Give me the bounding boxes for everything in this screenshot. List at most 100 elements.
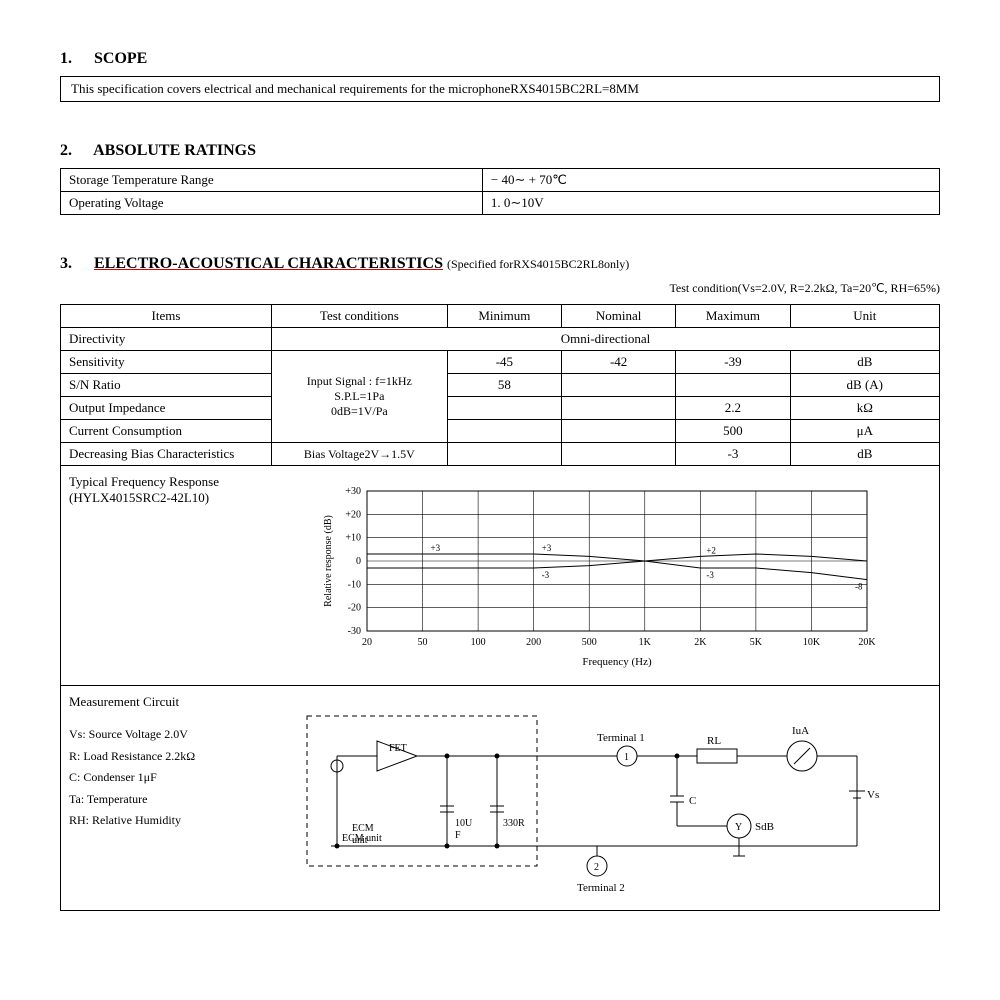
- directivity-value: Omni-directional: [271, 328, 939, 351]
- ratings-table: Storage Temperature Range − 40∼ + 70℃ Op…: [60, 168, 940, 215]
- h-unit: Unit: [790, 305, 939, 328]
- sens-nom: -42: [562, 351, 676, 374]
- scope-title: SCOPE: [94, 50, 147, 67]
- h-cond: Test conditions: [271, 305, 447, 328]
- bias-label: Decreasing Bias Characteristics: [61, 443, 272, 466]
- directivity-label: Directivity: [61, 328, 272, 351]
- imp-label: Output Impedance: [61, 397, 272, 420]
- h-items: Items: [61, 305, 272, 328]
- sn-nom: [562, 374, 676, 397]
- svg-text:Relative response (dB): Relative response (dB): [323, 515, 334, 607]
- cur-max: 500: [676, 420, 790, 443]
- sn-max: [676, 374, 790, 397]
- circuit-diagram: FETECM unitECMunit10UF330R1Terminal 1RLI…: [277, 686, 939, 910]
- svg-text:-20: -20: [348, 603, 361, 614]
- table-row: Sensitivity Input Signal : f=1kHz S.P.L=…: [61, 351, 940, 374]
- cur-nom: [562, 420, 676, 443]
- table-header-row: Items Test conditions Minimum Nominal Ma…: [61, 305, 940, 328]
- table-row: Storage Temperature Range − 40∼ + 70℃: [61, 169, 940, 192]
- svg-text:0: 0: [356, 556, 361, 567]
- svg-text:Vs: Vs: [867, 789, 879, 801]
- ratings-heading: 2. ABSOLUTE RATINGS: [60, 142, 940, 160]
- svg-text:200: 200: [526, 637, 541, 648]
- h-nom: Nominal: [562, 305, 676, 328]
- freq-response-row: Typical Frequency Response (HYLX4015SRC2…: [61, 466, 940, 686]
- svg-text:+2: +2: [706, 545, 716, 555]
- table-row: Operating Voltage 1. 0∼10V: [61, 192, 940, 215]
- svg-text:1K: 1K: [639, 637, 652, 648]
- bias-max: -3: [676, 443, 790, 466]
- param-2: C: Condenser 1μF: [69, 767, 269, 789]
- sens-max: -39: [676, 351, 790, 374]
- ratings-title: ABSOLUTE RATINGS: [93, 142, 256, 159]
- svg-text:Terminal 2: Terminal 2: [577, 882, 625, 894]
- svg-text:2K: 2K: [694, 637, 707, 648]
- measurement-circuit-diagram: FETECM unitECMunit10UF330R1Terminal 1RLI…: [297, 696, 897, 896]
- imp-unit: kΩ: [790, 397, 939, 420]
- imp-nom: [562, 397, 676, 420]
- svg-text:ECM: ECM: [352, 823, 374, 834]
- scope-heading: 1. SCOPE: [60, 50, 940, 68]
- param-4: RH: Relative Humidity: [69, 810, 269, 832]
- param-0: Vs: Source Voltage 2.0V: [69, 724, 269, 746]
- svg-text:SdB: SdB: [755, 821, 774, 833]
- svg-text:50: 50: [418, 637, 428, 648]
- table-row: Current Consumption 500 μA: [61, 420, 940, 443]
- svg-text:+20: +20: [345, 509, 361, 520]
- cur-min: [447, 420, 561, 443]
- bias-nom: [562, 443, 676, 466]
- svg-text:unit: unit: [352, 835, 368, 846]
- frequency-response-chart: 20501002005001K2K5K10K20K-30-20-100+10+2…: [317, 481, 877, 671]
- bias-min: [447, 443, 561, 466]
- svg-text:IuA: IuA: [792, 725, 809, 737]
- svg-text:+10: +10: [345, 533, 361, 544]
- imp-min: [447, 397, 561, 420]
- svg-text:Frequency (Hz): Frequency (Hz): [582, 656, 652, 668]
- sn-min: 58: [447, 374, 561, 397]
- svg-text:20K: 20K: [858, 637, 876, 648]
- svg-text:-30: -30: [348, 626, 361, 637]
- shared-cond: Input Signal : f=1kHz S.P.L=1Pa 0dB=1V/P…: [271, 351, 447, 443]
- circuit-label: Measurement Circuit: [69, 694, 269, 710]
- h-max: Maximum: [676, 305, 790, 328]
- ratings-label-0: Storage Temperature Range: [61, 169, 483, 192]
- ratings-value-0: − 40∼ + 70℃: [482, 169, 939, 192]
- svg-text:C: C: [689, 795, 696, 807]
- circuit-row: Measurement Circuit Vs: Source Voltage 2…: [61, 686, 940, 911]
- table-row: Directivity Omni-directional: [61, 328, 940, 351]
- sn-unit: dB (A): [790, 374, 939, 397]
- scope-text: This specification covers electrical and…: [60, 76, 940, 102]
- cur-label: Current Consumption: [61, 420, 272, 443]
- svg-text:-8: -8: [855, 582, 863, 592]
- h-min: Minimum: [447, 305, 561, 328]
- imp-max: 2.2: [676, 397, 790, 420]
- test-condition: Test condition(Vs=2.0V, R=2.2kΩ, Ta=20℃,…: [60, 281, 940, 296]
- sn-label: S/N Ratio: [61, 374, 272, 397]
- cur-unit: μA: [790, 420, 939, 443]
- electro-heading: 3. ELECTRO-ACOUSTICAL CHARACTERISTICS (S…: [60, 255, 940, 273]
- svg-text:2: 2: [594, 862, 599, 873]
- sens-min: -45: [447, 351, 561, 374]
- svg-text:FET: FET: [389, 743, 407, 754]
- electro-num: 3.: [60, 255, 90, 273]
- svg-text:100: 100: [471, 637, 486, 648]
- scope-num: 1.: [60, 50, 90, 68]
- electro-title: ELECTRO-ACOUSTICAL CHARACTERISTICS: [94, 255, 443, 272]
- svg-text:F: F: [455, 830, 461, 841]
- ratings-label-1: Operating Voltage: [61, 192, 483, 215]
- svg-text:500: 500: [582, 637, 597, 648]
- svg-text:+30: +30: [345, 486, 361, 497]
- table-row: S/N Ratio 58 dB (A): [61, 374, 940, 397]
- ratings-value-1: 1. 0∼10V: [482, 192, 939, 215]
- sens-unit: dB: [790, 351, 939, 374]
- svg-text:-10: -10: [348, 579, 361, 590]
- svg-text:20: 20: [362, 637, 372, 648]
- freq-label: Typical Frequency Response (HYLX4015SRC2…: [61, 466, 277, 685]
- electro-note: (Specified forRXS4015BC2RL8only): [447, 257, 629, 271]
- ratings-num: 2.: [60, 142, 90, 160]
- svg-text:5K: 5K: [750, 637, 763, 648]
- svg-text:-3: -3: [706, 570, 714, 580]
- svg-text:+3: +3: [542, 543, 552, 553]
- svg-text:10U: 10U: [455, 818, 473, 829]
- svg-text:Y: Y: [735, 822, 742, 833]
